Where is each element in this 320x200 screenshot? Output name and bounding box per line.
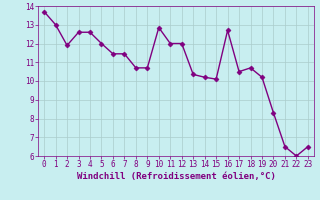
X-axis label: Windchill (Refroidissement éolien,°C): Windchill (Refroidissement éolien,°C) xyxy=(76,172,276,181)
